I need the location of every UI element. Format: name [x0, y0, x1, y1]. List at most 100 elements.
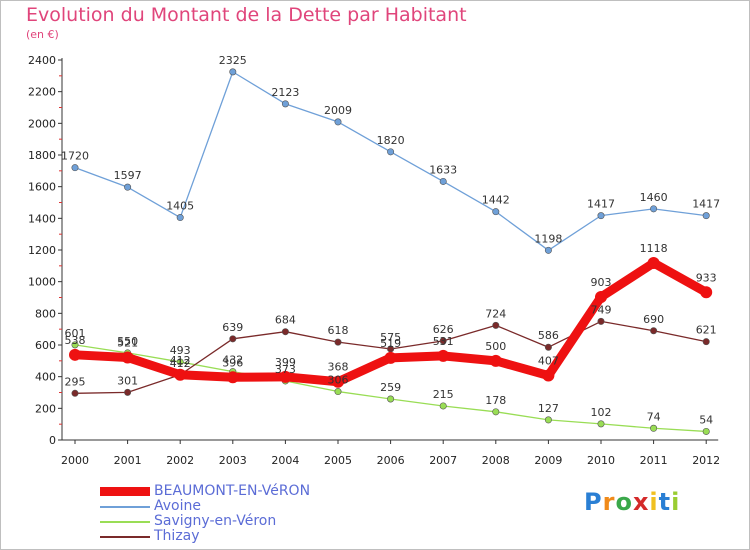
data-label: 1460 [640, 191, 668, 204]
data-labels-layer: 1720 1597 1405 2325 2123 2009 1820 1633 1442 1198… [61, 54, 720, 427]
logo-letter: P [584, 488, 603, 516]
data-label: 1118 [640, 242, 668, 255]
data-label: 531 [433, 335, 454, 348]
legend-swatch [100, 487, 150, 496]
logo-letter: t [658, 488, 672, 516]
series-point [544, 246, 552, 254]
x-tick-label: 2010 [587, 454, 615, 467]
legend: BEAUMONT-EN-VéRON Avoine Savigny-en-Véron T… [100, 484, 310, 544]
logo-letter: i [649, 488, 659, 516]
x-tick-label: 2006 [377, 454, 405, 467]
series-point [334, 338, 342, 346]
series-line-1 [74, 71, 707, 251]
x-tick-label: 2009 [534, 454, 562, 467]
series-point [597, 420, 605, 428]
data-label: 639 [222, 321, 243, 334]
legend-item: Savigny-en-Véron [100, 514, 310, 529]
series-point [650, 327, 658, 335]
data-label: 412 [170, 354, 191, 367]
series-point [279, 370, 292, 383]
series-point [650, 205, 658, 213]
data-label: 178 [485, 394, 506, 407]
logo-letter: o [615, 488, 633, 516]
series-point [387, 395, 395, 403]
series-point [597, 212, 605, 220]
legend-label: Thizay [154, 528, 200, 544]
series-point [544, 416, 552, 424]
series-point [281, 328, 289, 336]
y-tick-label: 1400 [28, 212, 56, 225]
y-tick-label: 2200 [28, 86, 56, 99]
series-point [176, 214, 184, 222]
x-tick-label: 2001 [114, 454, 142, 467]
series-point [700, 286, 713, 299]
series-point [702, 212, 710, 220]
data-label: 1405 [166, 200, 194, 213]
x-tick-label: 2005 [324, 454, 352, 467]
data-label: 586 [538, 329, 559, 342]
series-point [71, 164, 79, 172]
data-label: 2009 [324, 104, 352, 117]
series-point [702, 338, 710, 346]
data-label: 306 [328, 374, 349, 387]
series-point [124, 183, 132, 191]
legend-swatch [100, 520, 150, 523]
data-label: 1198 [534, 232, 562, 245]
series-point [597, 317, 605, 325]
y-tick-label: 1200 [28, 244, 56, 257]
chart-title: Evolution du Montant de la Dette par Hab… [26, 4, 467, 26]
chart-subtitle: (en €) [26, 28, 59, 41]
data-label: 618 [328, 324, 349, 337]
legend-item: Avoine [100, 499, 310, 514]
series-point [174, 368, 187, 381]
series-point [334, 118, 342, 126]
logo-letter: r [602, 488, 616, 516]
data-label: 903 [591, 276, 612, 289]
series-point [437, 349, 450, 362]
x-tick-label: 2002 [166, 454, 194, 467]
series-point [384, 351, 397, 364]
data-label: 538 [65, 334, 86, 347]
data-label: 2123 [271, 86, 299, 99]
legend-swatch [100, 535, 150, 538]
y-tick-label: 0 [49, 434, 56, 447]
series-point [647, 256, 660, 269]
series-point [281, 100, 289, 108]
data-label: 1597 [114, 169, 142, 182]
data-label: 575 [380, 331, 401, 344]
series-point [439, 177, 447, 185]
data-label: 368 [328, 361, 349, 374]
logo-letter: x [632, 488, 650, 516]
data-label: 259 [380, 381, 401, 394]
data-label: 690 [643, 313, 664, 326]
data-label: 521 [117, 337, 138, 350]
series-point [492, 208, 500, 216]
data-label: 519 [380, 337, 401, 350]
data-label: 127 [538, 402, 559, 415]
x-tick-label: 2004 [271, 454, 299, 467]
x-tick-label: 2011 [640, 454, 668, 467]
data-label: 550 [117, 335, 138, 348]
x-tick-label: 2003 [219, 454, 247, 467]
series-point [71, 389, 79, 397]
y-tick-label: 1800 [28, 149, 56, 162]
data-label: 1720 [61, 150, 89, 163]
data-label: 1442 [482, 194, 510, 207]
y-tick-label: 600 [35, 339, 56, 352]
series-point [492, 321, 500, 329]
data-label: 396 [222, 356, 243, 369]
series-point [387, 148, 395, 156]
data-label: 500 [485, 340, 506, 353]
data-label: 493 [170, 344, 191, 357]
legend-swatch [100, 505, 150, 508]
series-point [489, 354, 502, 367]
series-point [71, 341, 79, 349]
data-label: 724 [485, 307, 506, 320]
data-label: 74 [647, 410, 661, 423]
series-point [544, 343, 552, 351]
data-label: 399 [275, 356, 296, 369]
x-tick-label: 2000 [61, 454, 89, 467]
series-point [229, 68, 237, 76]
